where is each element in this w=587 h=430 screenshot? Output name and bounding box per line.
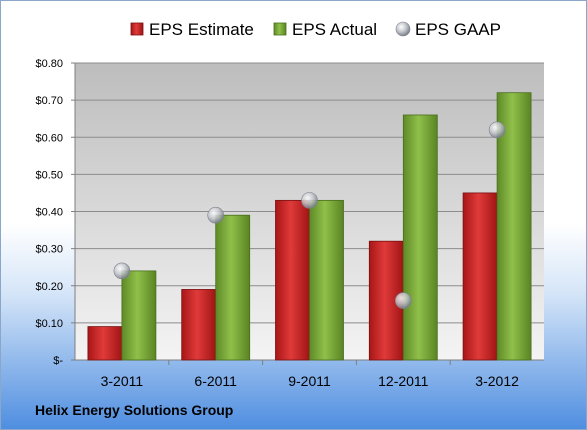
- y-axis-tick-labels: $- $0.10 $0.20 $0.30 $0.40 $0.50 $0.60 $0.70 $0.…: [35, 58, 63, 367]
- company-name: Helix Energy Solutions Group: [35, 402, 234, 418]
- x-tick-label: 9-2011: [288, 373, 331, 389]
- x-tick-label: 3-2011: [101, 373, 144, 389]
- bar-eps-estimate: [275, 199, 310, 361]
- marker-eps-gaap: [207, 206, 224, 224]
- legend-swatch: [273, 22, 287, 36]
- y-tick-label: $0.40: [35, 207, 63, 219]
- legend-item-eps-estimate: EPS Estimate: [130, 20, 254, 39]
- y-tick-label: $0.10: [35, 318, 63, 330]
- gaap-markers: [113, 121, 506, 309]
- bar-eps-estimate: [181, 289, 217, 361]
- legend-item-eps-gaap: EPS GAAP: [395, 20, 501, 39]
- x-tick-label: 12-2011: [378, 373, 429, 389]
- x-tick-label: 6-2011: [194, 373, 237, 389]
- bar-eps-actual: [496, 92, 532, 361]
- bars: [87, 92, 532, 361]
- bar-eps-actual: [215, 214, 251, 361]
- x-tick-label: 3-2012: [475, 373, 519, 389]
- legend-label: EPS Actual: [292, 20, 377, 39]
- legend-label: EPS GAAP: [415, 20, 501, 39]
- marker-eps-gaap: [488, 121, 506, 139]
- legend-swatch: [130, 22, 144, 36]
- bar-eps-estimate: [462, 192, 498, 361]
- x-axis-tick-labels: 3-2011 6-2011 9-2011 12-2011 3-2012: [101, 373, 519, 389]
- legend-label: EPS Estimate: [149, 20, 254, 39]
- y-tick-label: $0.50: [35, 169, 63, 181]
- y-tick-label: $0.60: [35, 132, 63, 144]
- bar-eps-actual: [121, 270, 157, 361]
- y-tick-label: $0.20: [35, 281, 63, 293]
- y-tick-label: $0.80: [35, 58, 63, 70]
- bar-eps-estimate: [87, 326, 123, 361]
- y-tick-label: $0.70: [35, 95, 63, 107]
- legend-item-eps-actual: EPS Actual: [273, 20, 377, 39]
- bar-eps-actual: [309, 199, 344, 361]
- marker-eps-gaap: [394, 292, 412, 309]
- legend-swatch: [395, 21, 411, 37]
- marker-eps-gaap: [301, 192, 318, 209]
- marker-eps-gaap: [113, 262, 131, 280]
- y-tick-label: $-: [53, 355, 63, 367]
- bar-eps-actual: [402, 114, 438, 361]
- legend: EPS Estimate EPS Actual EPS GAAP: [130, 20, 501, 39]
- y-tick-label: $0.30: [35, 244, 63, 256]
